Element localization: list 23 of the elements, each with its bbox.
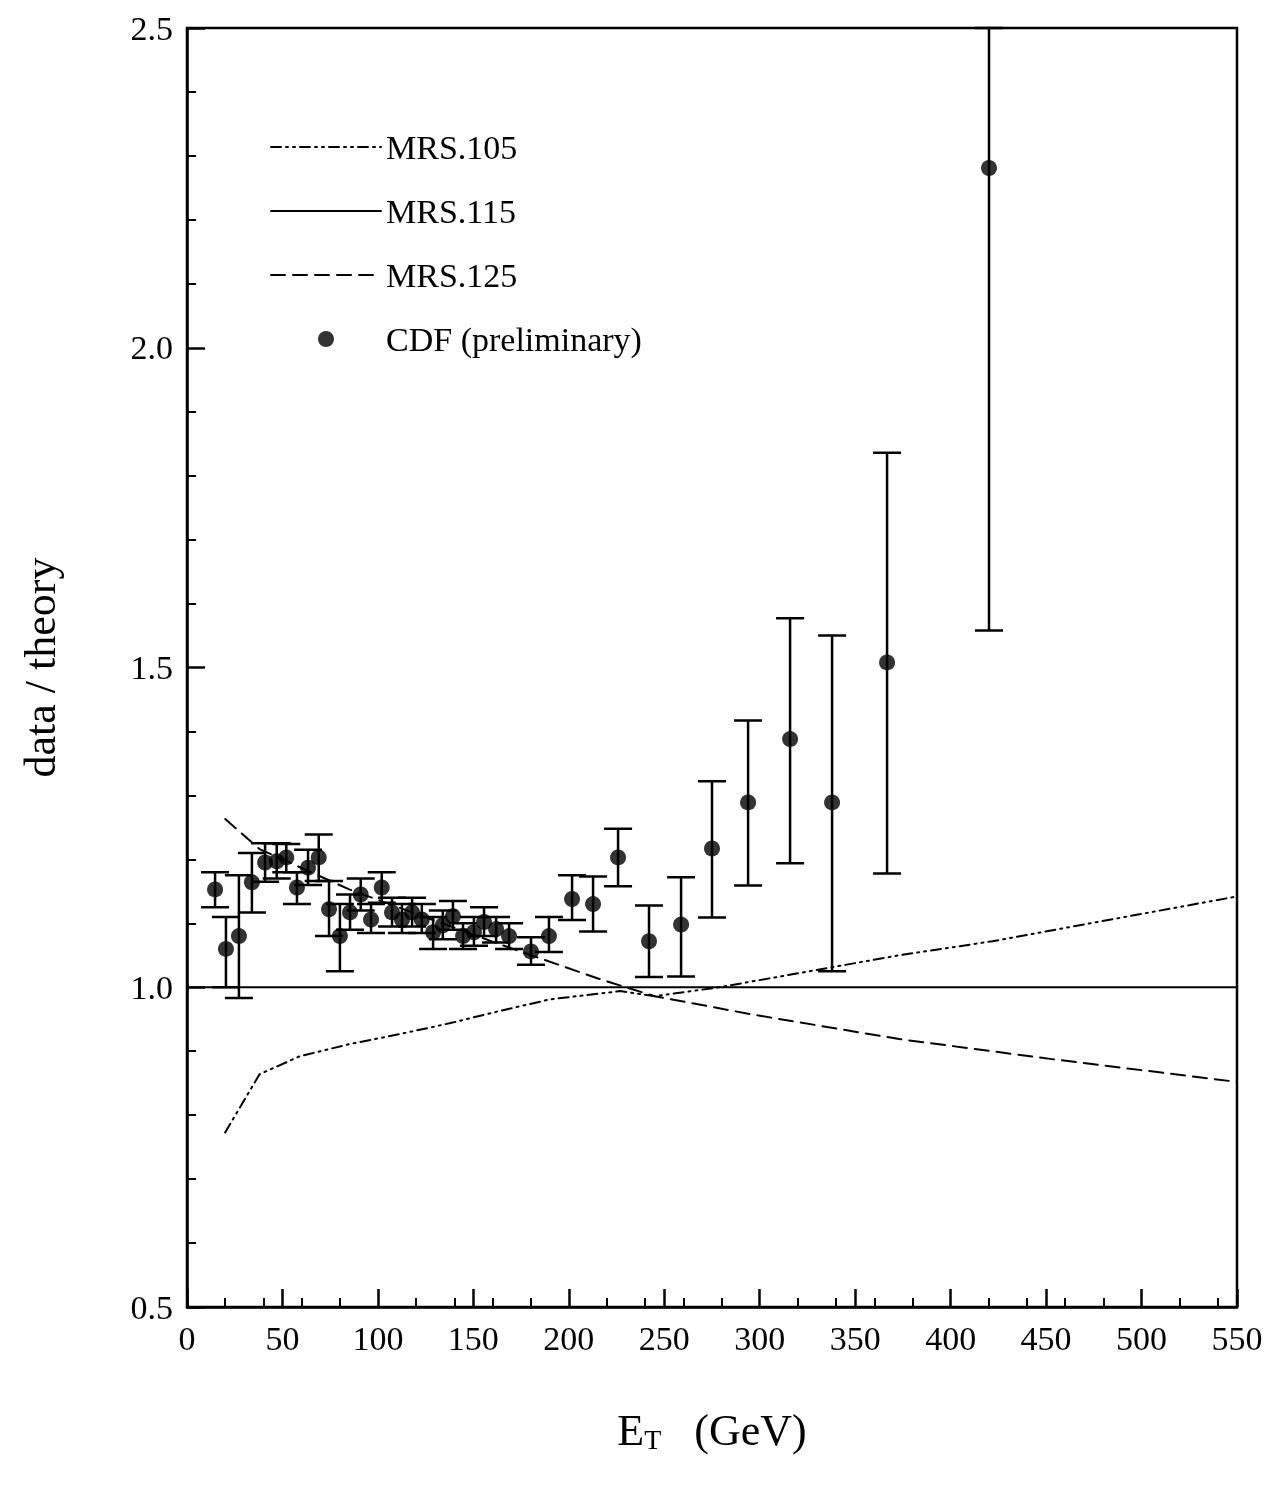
- y-tick-label: 2.5: [130, 9, 173, 47]
- x-tick-label: 0: [178, 1319, 196, 1357]
- x-tick-label: 50: [265, 1319, 300, 1357]
- legend-label: MRS.105: [386, 128, 518, 166]
- x-axis-title: ET (GeV): [617, 1405, 807, 1455]
- legend-label: MRS.115: [386, 192, 517, 230]
- x-tick-label: 300: [734, 1319, 786, 1357]
- y-tick-label: 2.0: [130, 329, 173, 367]
- x-tick-label: 200: [543, 1319, 595, 1357]
- legend-label: CDF (preliminary): [386, 320, 642, 359]
- x-tick-label: 450: [1020, 1319, 1072, 1357]
- x-tick-label: 350: [829, 1319, 881, 1357]
- x-tick-label: 400: [925, 1319, 977, 1357]
- y-tick-label: 1.5: [130, 649, 173, 686]
- x-tick-label: 500: [1116, 1319, 1168, 1357]
- x-tick-label: 250: [638, 1319, 690, 1357]
- x-tick-label: 100: [352, 1319, 404, 1357]
- y-tick-label: 0.5: [130, 1288, 173, 1326]
- y-tick-label: 1.0: [130, 968, 173, 1006]
- x-tick-label: 150: [447, 1319, 499, 1357]
- y-axis-title: data / theory: [15, 557, 65, 778]
- x-tick-label: 550: [1211, 1319, 1263, 1357]
- legend-label: MRS.125: [386, 256, 518, 294]
